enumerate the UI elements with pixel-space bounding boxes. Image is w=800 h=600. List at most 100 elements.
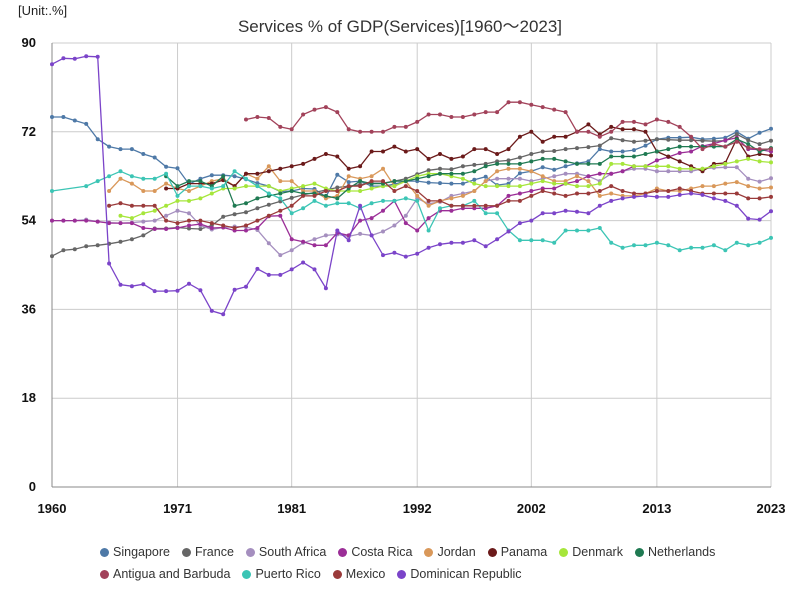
- data-point: [187, 189, 191, 193]
- data-point: [232, 174, 237, 179]
- data-point: [540, 149, 545, 154]
- series-line-antigua-and-barbuda: [245, 101, 771, 150]
- legend-label: Singapore: [113, 545, 170, 559]
- data-point: [632, 127, 636, 132]
- legend-item: Puerto Rico: [242, 567, 321, 581]
- data-point: [72, 118, 77, 123]
- data-point: [278, 124, 283, 129]
- data-point: [723, 138, 728, 143]
- data-point: [472, 198, 477, 203]
- data-point: [187, 218, 191, 223]
- data-point: [175, 193, 180, 198]
- data-point: [61, 56, 66, 61]
- data-point: [483, 110, 488, 115]
- data-point: [415, 228, 420, 233]
- legend-label: Antigua and Barbuda: [113, 567, 231, 581]
- data-point: [187, 198, 191, 203]
- data-point: [643, 164, 648, 169]
- data-point: [141, 226, 146, 230]
- data-point: [118, 169, 123, 174]
- data-point: [449, 208, 454, 213]
- data-point: [381, 229, 385, 234]
- data-point: [609, 129, 614, 134]
- data-point: [700, 245, 705, 250]
- data-point: [529, 193, 534, 198]
- data-point: [563, 171, 568, 176]
- data-point: [597, 143, 602, 148]
- data-point: [335, 228, 340, 233]
- data-point: [244, 223, 248, 228]
- data-point: [255, 181, 260, 186]
- data-point: [506, 193, 511, 198]
- data-point: [198, 227, 203, 231]
- data-point: [666, 147, 671, 152]
- data-point: [711, 196, 716, 201]
- data-point: [323, 189, 328, 193]
- data-point: [289, 179, 294, 184]
- data-point: [483, 164, 488, 169]
- data-point: [107, 203, 112, 208]
- data-point: [335, 201, 340, 206]
- data-point: [449, 181, 454, 186]
- data-point: [312, 243, 317, 248]
- data-point: [472, 169, 477, 174]
- data-point: [129, 203, 134, 208]
- data-point: [369, 129, 374, 134]
- y-tick-label: 90: [22, 35, 36, 50]
- data-point: [529, 169, 534, 174]
- data-point: [460, 240, 465, 245]
- data-point: [255, 171, 260, 176]
- data-point: [266, 191, 271, 196]
- data-point: [734, 165, 739, 170]
- data-point: [358, 184, 363, 189]
- data-point: [289, 203, 294, 208]
- data-point: [597, 189, 602, 193]
- data-point: [620, 119, 625, 124]
- data-point: [381, 179, 385, 184]
- x-tick-label: 1981: [277, 501, 306, 516]
- data-point: [95, 219, 100, 224]
- data-point: [609, 154, 614, 159]
- data-point: [586, 228, 591, 233]
- data-point: [255, 266, 260, 271]
- data-point: [586, 122, 591, 127]
- data-point: [495, 176, 500, 181]
- data-point: [244, 210, 248, 215]
- data-point: [426, 228, 431, 233]
- series-line-denmark: [120, 158, 772, 219]
- data-point: [50, 189, 54, 193]
- data-point: [711, 164, 716, 169]
- data-point: [415, 198, 420, 203]
- series-line-south-africa: [52, 166, 772, 256]
- data-point: [460, 193, 465, 198]
- data-point: [175, 166, 180, 171]
- data-point: [312, 193, 317, 198]
- data-point: [506, 100, 511, 105]
- data-point: [358, 218, 363, 223]
- data-point: [677, 192, 682, 197]
- data-point: [358, 164, 363, 169]
- data-point: [757, 147, 762, 152]
- data-point: [769, 153, 773, 158]
- series-line-dominican-republic: [51, 55, 772, 316]
- data-point: [244, 171, 248, 176]
- data-point: [346, 127, 351, 132]
- data-point: [187, 211, 191, 216]
- data-point: [221, 184, 226, 189]
- data-point: [711, 142, 716, 147]
- data-point: [278, 191, 283, 196]
- data-point: [620, 154, 625, 159]
- data-point: [95, 243, 100, 248]
- data-point: [438, 181, 442, 186]
- data-point: [552, 156, 557, 161]
- data-point: [723, 165, 728, 170]
- data-point: [654, 158, 659, 163]
- data-point: [187, 281, 191, 286]
- data-point: [323, 193, 328, 198]
- data-point: [677, 186, 682, 191]
- data-point: [175, 184, 180, 189]
- data-point: [323, 152, 328, 156]
- data-point: [723, 161, 728, 166]
- data-point: [597, 161, 602, 166]
- legend-item: South Africa: [245, 545, 326, 559]
